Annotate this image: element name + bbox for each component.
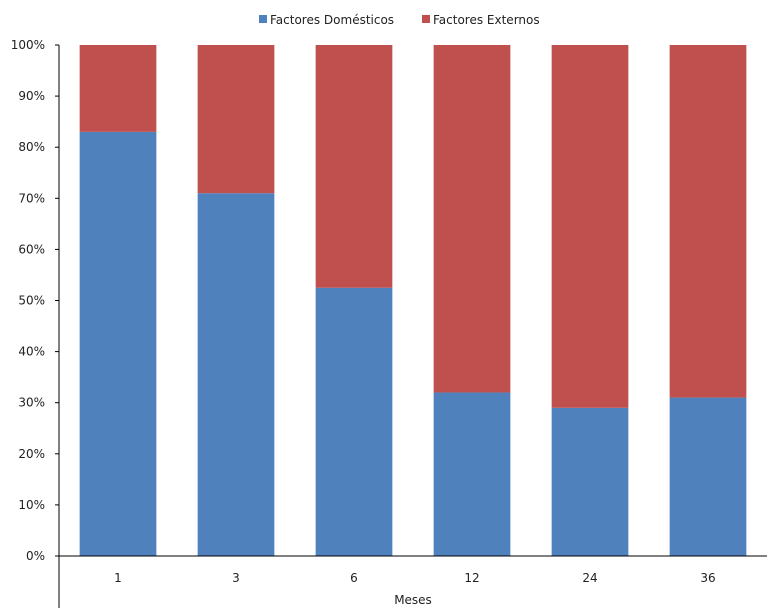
bar-domesticos-1 (79, 131, 157, 556)
y-tick-label: 100% (11, 38, 45, 52)
bars-group (79, 45, 747, 556)
bar-domesticos-3 (197, 193, 275, 556)
x-tick-label: 3 (232, 571, 240, 585)
bar-domesticos-6 (315, 287, 393, 556)
x-tick-label: 6 (350, 571, 358, 585)
x-tick-label: 36 (700, 571, 715, 585)
bar-domesticos-24 (551, 407, 629, 556)
bar-domesticos-12 (433, 392, 511, 556)
legend-label-externos: Factores Externos (433, 13, 540, 27)
legend: Factores Domésticos Factores Externos (259, 13, 540, 27)
bar-externos-24 (551, 45, 629, 408)
bar-externos-36 (669, 45, 747, 398)
y-tick-label: 80% (18, 140, 45, 154)
y-axis: 0% 10% 20% 30% 40% 50% 60% 70% 80% 90% 100% (11, 38, 60, 563)
bar-externos-12 (433, 45, 511, 393)
legend-swatch-domesticos (259, 15, 267, 23)
bar-externos-6 (315, 45, 393, 288)
y-tick-label: 70% (18, 191, 45, 205)
x-axis-title: Meses (394, 593, 432, 607)
y-tick-label: 20% (18, 447, 45, 461)
x-tick-label: 1 (114, 571, 122, 585)
bar-externos-1 (79, 45, 157, 132)
legend-label-domesticos: Factores Domésticos (270, 13, 394, 27)
y-tick-label: 90% (18, 89, 45, 103)
x-tick-label: 24 (582, 571, 597, 585)
y-tick-label: 60% (18, 242, 45, 256)
x-tick-label: 12 (464, 571, 479, 585)
y-tick-label: 30% (18, 396, 45, 410)
y-tick-label: 10% (18, 498, 45, 512)
y-tick-label: 0% (26, 549, 45, 563)
bar-externos-3 (197, 45, 275, 194)
bar-domesticos-36 (669, 397, 747, 556)
x-axis: 1 3 6 12 24 36 (58, 555, 767, 608)
legend-swatch-externos (422, 15, 430, 23)
y-tick-label: 50% (18, 294, 45, 308)
y-tick-label: 40% (18, 345, 45, 359)
